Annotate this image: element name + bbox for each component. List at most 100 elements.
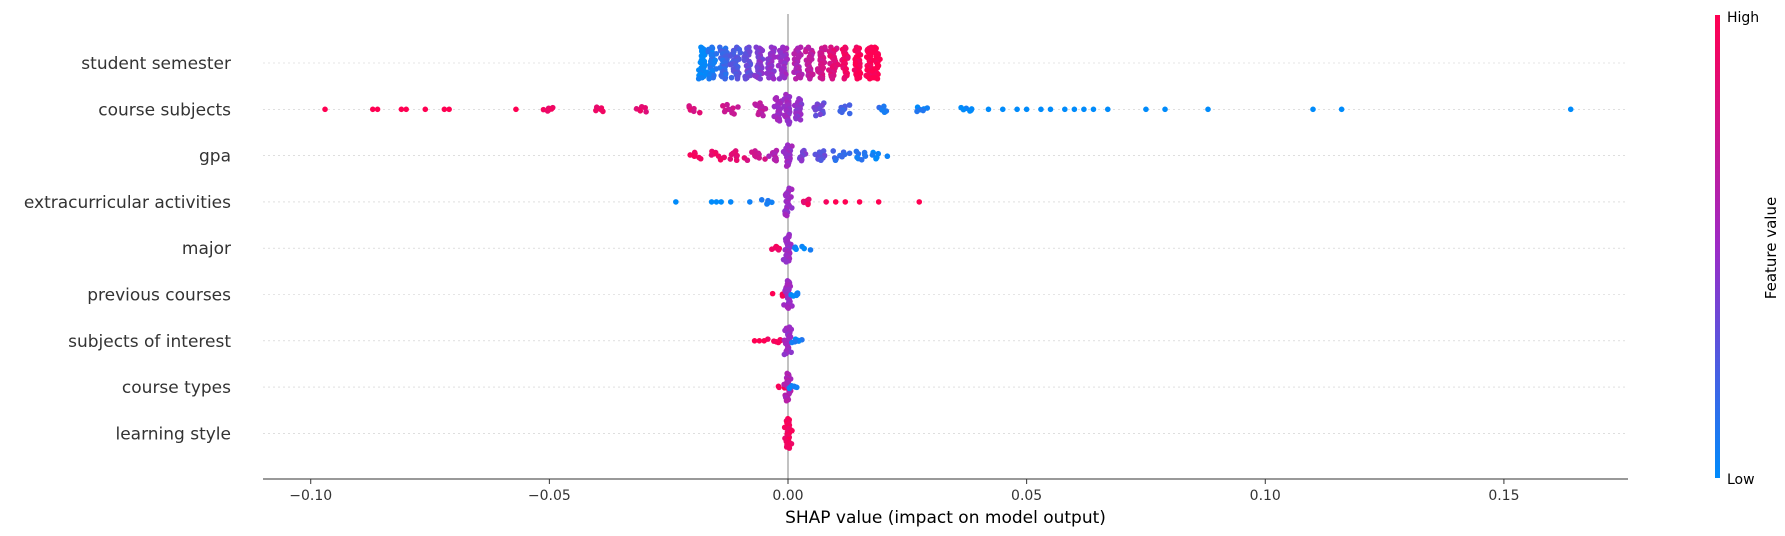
shap-point [858, 157, 865, 163]
shap-point [874, 75, 881, 82]
shap-point [786, 385, 793, 392]
x-axis-label: SHAP value (impact on model output) [785, 508, 1106, 528]
shap-point [856, 199, 863, 205]
shap-point [776, 75, 783, 82]
shap-point [839, 109, 845, 116]
shap-point [696, 109, 703, 116]
shap-point [875, 199, 882, 205]
shap-point [985, 106, 992, 113]
shap-point [691, 153, 698, 160]
shap-point [873, 155, 879, 162]
shap-point [673, 199, 679, 205]
shap-point [757, 75, 764, 82]
feature-label: subjects of interest [68, 332, 231, 352]
shap-point [781, 424, 788, 431]
shap-point [846, 110, 853, 117]
shap-point [797, 74, 804, 81]
shap-point [755, 111, 762, 118]
shap-point [785, 305, 792, 311]
colorbar [1715, 15, 1720, 478]
colorbar-title: Feature value [1762, 197, 1780, 299]
shap-point [914, 108, 920, 115]
shap-point [783, 397, 790, 404]
shap-point [593, 107, 599, 114]
shap-point [728, 74, 735, 81]
shap-point [817, 111, 823, 118]
shap-point [687, 152, 693, 158]
shap-point [322, 106, 328, 113]
shap-point [1014, 106, 1020, 113]
shap-point [866, 75, 873, 82]
shap-point [832, 199, 839, 205]
x-axis: −0.10 −0.05 0.00 0.05 0.10 0.15 [263, 478, 1628, 504]
shap-point [731, 111, 737, 117]
shap-point [789, 339, 795, 346]
shap-point [718, 199, 724, 205]
shap-point [764, 201, 770, 207]
shap-point [793, 75, 799, 82]
shap-point [1205, 106, 1211, 113]
feature-label: student semester [81, 54, 231, 74]
shap-point [1038, 106, 1044, 113]
shap-point [747, 199, 753, 205]
shap-point [1104, 106, 1111, 113]
shap-point [770, 75, 777, 82]
shap-point [798, 157, 805, 164]
shap-point [842, 199, 849, 205]
shap-point [713, 50, 720, 57]
shap-point [737, 49, 744, 56]
shap-point [776, 384, 782, 391]
shap-point [771, 54, 778, 60]
shap-point [769, 199, 775, 206]
shap-point [805, 201, 811, 208]
shap-point [960, 106, 967, 113]
shap-point [697, 155, 704, 162]
shap-point [807, 247, 814, 253]
shap-point [869, 152, 876, 158]
shap-point [762, 156, 768, 162]
shap-point [862, 153, 869, 159]
shap-point [999, 106, 1006, 113]
shap-point [854, 75, 861, 82]
shap-point [398, 106, 405, 113]
shap-point [751, 338, 758, 344]
shap-point [920, 107, 926, 114]
shap-point [1023, 106, 1030, 113]
shap-point [441, 106, 448, 113]
shap-point [766, 74, 772, 81]
shap-point [713, 199, 720, 205]
shap-point [758, 197, 765, 203]
x-tick-label: 0.10 [1250, 488, 1281, 504]
shap-point [783, 259, 790, 265]
shap-point [1143, 106, 1149, 113]
shap-point [708, 199, 715, 205]
shap-point [790, 293, 797, 299]
shap-point [724, 101, 730, 108]
shap-point [846, 102, 853, 108]
shap-point [819, 75, 826, 82]
shap-point [793, 115, 799, 122]
shap-point [733, 157, 740, 164]
shap-point [801, 245, 807, 252]
feature-label: previous courses [87, 286, 231, 306]
shap-point [1071, 106, 1078, 113]
feature-label: course subjects [98, 100, 231, 120]
shap-point [717, 157, 724, 163]
shap-point [784, 212, 790, 219]
shap-point [775, 339, 782, 346]
colorbar-low-label: Low [1727, 472, 1755, 488]
shap-point [788, 205, 795, 211]
shap-point [722, 75, 728, 82]
shap-point [760, 112, 766, 119]
shap-point [839, 153, 845, 160]
shap-point [1162, 106, 1168, 113]
shap-point [374, 106, 381, 113]
shap-point [708, 152, 715, 158]
x-tick-label: −0.05 [528, 488, 571, 504]
shap-point [727, 199, 734, 205]
x-tick-label: −0.10 [289, 488, 332, 504]
shap-point [1047, 106, 1054, 113]
shap-point [728, 151, 735, 158]
x-tick-label: 0.05 [1011, 488, 1042, 504]
